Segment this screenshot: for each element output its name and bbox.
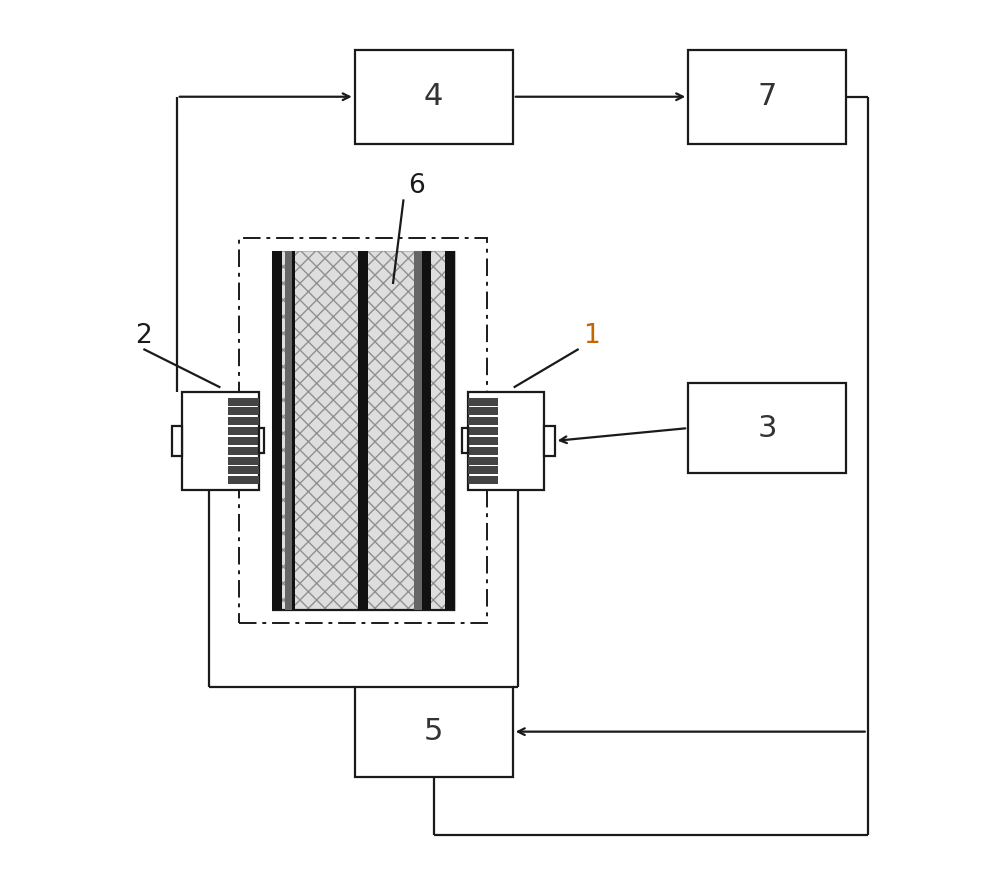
Bar xyxy=(228,467,259,474)
Bar xyxy=(421,250,431,610)
Bar xyxy=(172,426,182,455)
Bar xyxy=(688,383,846,473)
Bar xyxy=(468,408,498,415)
Bar xyxy=(228,476,259,484)
Bar xyxy=(468,467,498,474)
Bar xyxy=(228,398,259,406)
Bar xyxy=(228,437,259,445)
Text: 5: 5 xyxy=(424,717,443,746)
Bar xyxy=(468,476,498,484)
Bar xyxy=(468,398,498,406)
Bar xyxy=(272,250,282,610)
Bar xyxy=(228,428,259,435)
Bar xyxy=(688,50,846,143)
Text: 3: 3 xyxy=(757,414,777,442)
Bar xyxy=(358,250,368,610)
Bar xyxy=(272,250,455,610)
Bar xyxy=(355,687,513,777)
Bar xyxy=(285,250,289,610)
Bar xyxy=(468,456,498,465)
Bar xyxy=(468,392,544,490)
Text: 1: 1 xyxy=(583,323,600,349)
Bar xyxy=(418,250,422,610)
Bar xyxy=(228,408,259,415)
Bar xyxy=(182,392,259,490)
Bar xyxy=(355,50,513,143)
Bar xyxy=(468,417,498,425)
Text: 6: 6 xyxy=(408,173,425,199)
Bar xyxy=(445,250,455,610)
Text: 7: 7 xyxy=(758,83,777,111)
Bar xyxy=(544,426,555,455)
Bar xyxy=(228,456,259,465)
Bar xyxy=(272,250,455,610)
Bar xyxy=(285,250,295,610)
Text: 4: 4 xyxy=(424,83,443,111)
Bar xyxy=(288,250,292,610)
Bar xyxy=(468,428,498,435)
Bar xyxy=(228,447,259,454)
Bar xyxy=(239,238,487,622)
Bar xyxy=(468,437,498,445)
Bar xyxy=(259,428,264,453)
Text: 2: 2 xyxy=(135,323,152,349)
Bar xyxy=(462,428,468,453)
Bar xyxy=(468,447,498,454)
Bar xyxy=(414,250,418,610)
Bar xyxy=(228,417,259,425)
